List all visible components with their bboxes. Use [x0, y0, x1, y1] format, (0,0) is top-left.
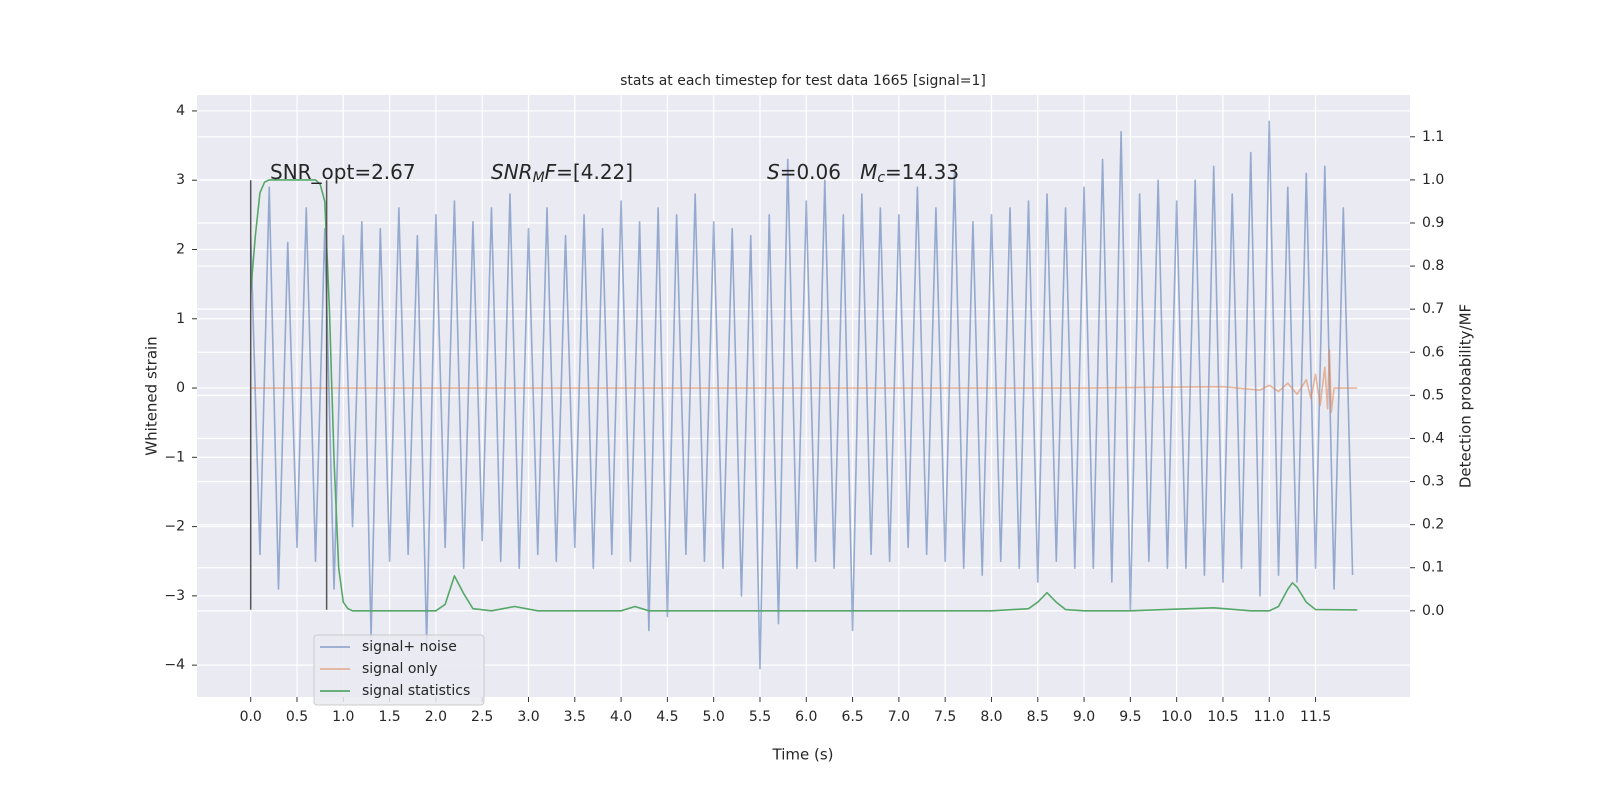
series-line — [249, 120, 1354, 670]
legend-label: signal statistics — [362, 683, 470, 699]
y2-tick-label: 0.9 — [1422, 215, 1444, 231]
y2-tick-label: 1.0 — [1422, 172, 1444, 188]
legend-box — [313, 634, 485, 706]
x-tick-label: 10.5 — [1207, 709, 1238, 725]
x-tick-label: 11.5 — [1300, 709, 1331, 725]
x-tick-label: 6.0 — [795, 709, 817, 725]
y-tick-label: −2 — [164, 519, 185, 535]
y2-tick-label: 0.5 — [1422, 387, 1444, 403]
x-tick-label: 8.5 — [1027, 709, 1049, 725]
chart-title: stats at each timestep for test data 166… — [620, 73, 986, 89]
annotation-part: =[4.22] — [556, 160, 633, 184]
series-line — [249, 179, 1358, 612]
annotation-part: M — [533, 170, 545, 186]
y-tick-label: 0 — [176, 380, 185, 396]
annotation: S=0.06 Mc=14.33 — [767, 160, 959, 187]
x-tick-label: 6.5 — [841, 709, 863, 725]
x-tick-label: 4.5 — [656, 709, 678, 725]
x-tick-label: 3.5 — [564, 709, 586, 725]
marks — [249, 120, 1358, 670]
x-tick-label: 8.0 — [980, 709, 1002, 725]
y2-tick-label: 0.1 — [1422, 560, 1444, 576]
annotation-part: =0.06 — [780, 160, 860, 184]
x-tick-label: 11.0 — [1254, 709, 1285, 725]
x-tick-label: 0.5 — [286, 709, 308, 725]
x-tick-label: 5.5 — [749, 709, 771, 725]
x-axis-label: Time (s) — [772, 746, 834, 764]
y-tick-label: 3 — [176, 172, 185, 188]
y2-tick-label: 1.1 — [1422, 129, 1444, 145]
x-tick-label: 1.0 — [332, 709, 354, 725]
y-axis-label: Whitened strain — [143, 336, 161, 455]
y2-tick-label: 0.2 — [1422, 517, 1444, 533]
y2-tick-label: 0.7 — [1422, 301, 1444, 317]
annotation-part: =14.33 — [885, 160, 959, 184]
annotation-part: F — [545, 160, 557, 184]
annotation-part: c — [877, 170, 885, 186]
x-tick-label: 10.0 — [1161, 709, 1192, 725]
y2-tick-label: 0.3 — [1422, 474, 1444, 490]
y-tick-label: −4 — [164, 657, 185, 673]
x-tick-label: 9.5 — [1119, 709, 1141, 725]
y-tick-label: −1 — [164, 449, 185, 465]
y-tick-label: 1 — [176, 311, 185, 327]
x-tick-label: 7.0 — [888, 709, 910, 725]
x-tick-label: 5.0 — [703, 709, 725, 725]
annotation-part: SNR_opt=2.67 — [270, 160, 416, 184]
annotation-part: M — [860, 160, 877, 184]
y-tick-label: −3 — [164, 588, 185, 604]
y2-tick-label: 0.0 — [1422, 603, 1444, 619]
y-tick-label: 4 — [176, 103, 185, 119]
legend-label: signal+ noise — [362, 639, 457, 655]
legend-label: signal only — [362, 661, 437, 677]
annotation: SNRMF=[4.22] — [491, 160, 633, 187]
y2-tick-label: 0.4 — [1422, 430, 1444, 446]
y2-axis-label: Detection probability/MF — [1457, 304, 1475, 488]
x-tick-label: 2.5 — [471, 709, 493, 725]
y-tick-label: 2 — [176, 241, 185, 257]
annotation-part: SNR — [491, 160, 533, 184]
x-tick-label: 1.5 — [378, 709, 400, 725]
x-tick-label: 0.0 — [240, 709, 262, 725]
y2-tick-label: 0.8 — [1422, 258, 1444, 274]
x-tick-label: 2.0 — [425, 709, 447, 725]
annotation: SNR_opt=2.67 — [270, 160, 416, 184]
x-tick-label: 3.0 — [517, 709, 539, 725]
x-tick-label: 7.5 — [934, 709, 956, 725]
x-tick-label: 9.0 — [1073, 709, 1095, 725]
x-tick-label: 4.0 — [610, 709, 632, 725]
series-line — [250, 349, 1358, 414]
annotation-part: S — [767, 160, 780, 184]
y2-tick-label: 0.6 — [1422, 344, 1444, 360]
overlay: 0.0 0.5 1.0 1.5 2.0 2.5 3.0 3.5 4.0 4.5 5.0 5.5 6.0 6… — [164, 103, 1444, 725]
